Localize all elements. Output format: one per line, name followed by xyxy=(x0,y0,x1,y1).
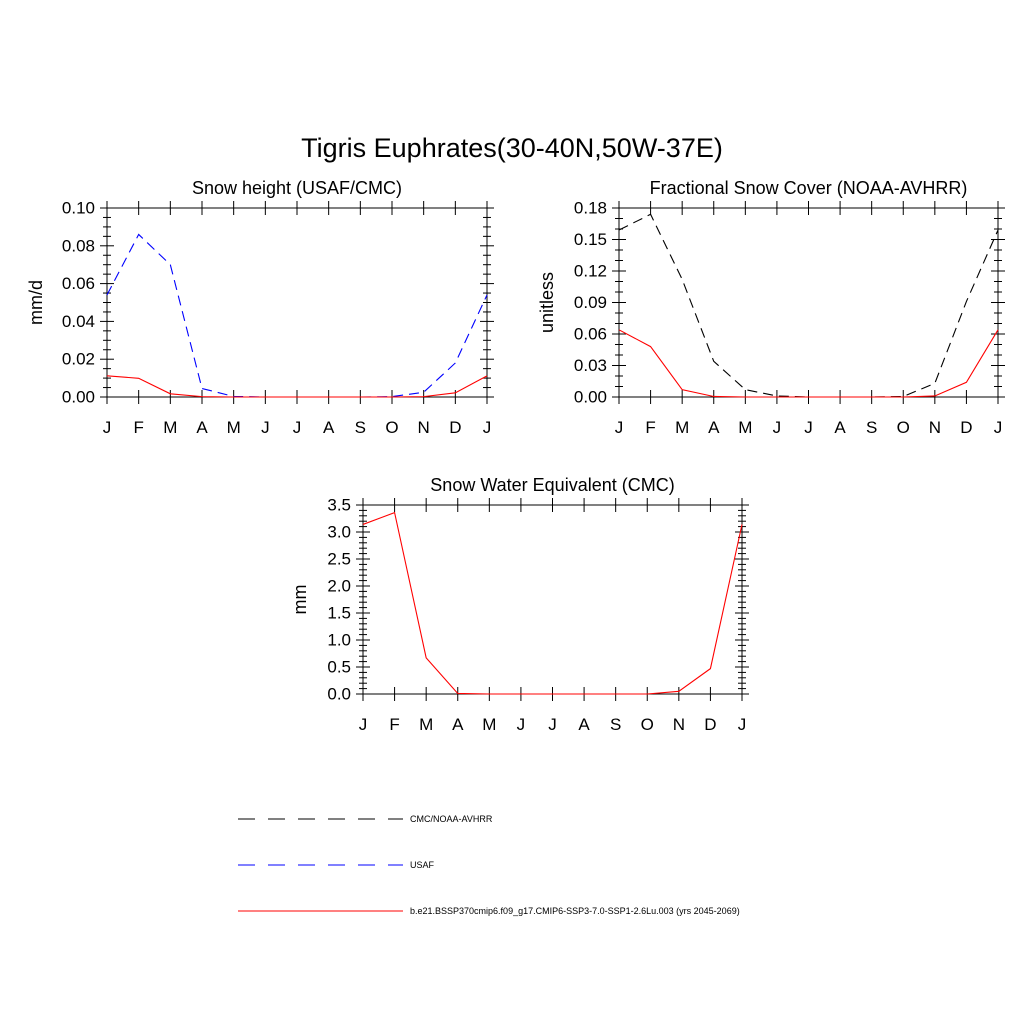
series-line-usaf xyxy=(106,233,488,398)
plot-frame xyxy=(362,504,743,695)
x-tick-label: J xyxy=(738,715,747,734)
x-tick-label: J xyxy=(261,418,270,437)
chart-panel-2: Fractional Snow Cover (NOAA-AVHRR) unitle… xyxy=(537,178,1005,437)
x-tick-label: A xyxy=(578,715,590,734)
x-tick-label: A xyxy=(196,418,208,437)
y-tick-label: 1.5 xyxy=(327,604,351,623)
x-tick-label: M xyxy=(482,715,496,734)
series-line-b xyxy=(106,375,488,398)
y-tick-label: 0.06 xyxy=(574,325,607,344)
x-tick-label: D xyxy=(449,418,461,437)
x-tick-label: M xyxy=(163,418,177,437)
x-tick-label: M xyxy=(675,418,689,437)
figure-title: Tigris Euphrates(30-40N,50W-37E) xyxy=(301,133,723,163)
series-line-b xyxy=(618,329,999,398)
y-tick-label: 0.03 xyxy=(574,356,607,375)
y-axis-label: mm xyxy=(290,585,310,615)
y-tick-label: 3.0 xyxy=(327,523,351,542)
y-tick-label: 3.5 xyxy=(327,496,351,515)
chart-panel-3: Snow Water Equivalent (CMC) mm 0.0 0.5 1.0 1.… xyxy=(290,475,749,734)
plot-frame xyxy=(618,207,999,398)
x-tick-label: N xyxy=(673,715,685,734)
series-line-cmc/noaa-avhrr xyxy=(618,213,999,398)
y-tick-label: 0.5 xyxy=(327,658,351,677)
y-axis-label: unitless xyxy=(537,272,557,333)
y-tick-label: 0.06 xyxy=(62,274,95,293)
x-tick-label: J xyxy=(293,418,302,437)
x-tick-label: M xyxy=(738,418,752,437)
y-tick-label: 1.0 xyxy=(327,631,351,650)
x-tick-label: J xyxy=(517,715,526,734)
plot-frame xyxy=(106,207,488,398)
y-tick-label: 0.09 xyxy=(574,293,607,312)
y-tick-label: 0.15 xyxy=(574,230,607,249)
y-tick-label: 0.12 xyxy=(574,262,607,281)
y-tick-label: 0.08 xyxy=(62,236,95,255)
x-tick-label: M xyxy=(419,715,433,734)
chart-panel-1: Snow height (USAF/CMC) mm/d 0.00 0.02 0.04 0.… xyxy=(26,178,494,437)
y-tick-label: 2.5 xyxy=(327,550,351,569)
x-tick-label: J xyxy=(548,715,557,734)
series-line-b xyxy=(362,511,743,695)
x-tick-label: F xyxy=(133,418,143,437)
y-tick-label: 0.0 xyxy=(327,685,351,704)
x-tick-label: J xyxy=(804,418,813,437)
legend-label: USAF xyxy=(410,860,435,870)
x-tick-label: F xyxy=(645,418,655,437)
x-tick-label: S xyxy=(866,418,877,437)
x-tick-label: S xyxy=(610,715,621,734)
y-tick-label: 0.00 xyxy=(62,388,95,407)
x-tick-label: J xyxy=(103,418,112,437)
y-axis-label: mm/d xyxy=(26,280,46,325)
x-tick-label: J xyxy=(994,418,1003,437)
legend-label: CMC/NOAA-AVHRR xyxy=(410,814,493,824)
y-tick-label: 0.00 xyxy=(574,388,607,407)
x-tick-label: N xyxy=(929,418,941,437)
x-tick-label: F xyxy=(389,715,399,734)
panel-title: Snow Water Equivalent (CMC) xyxy=(430,475,674,495)
x-tick-label: J xyxy=(359,715,368,734)
panel-title: Snow height (USAF/CMC) xyxy=(192,178,402,198)
legend: CMC/NOAA-AVHRR USAF b.e21.BSSP370cmip6.f09… xyxy=(238,814,740,916)
x-tick-label: S xyxy=(355,418,366,437)
chart-panels: Snow height (USAF/CMC) mm/d 0.00 0.02 0.04 0.… xyxy=(26,178,1005,734)
y-tick-label: 0.02 xyxy=(62,350,95,369)
x-tick-label: J xyxy=(483,418,492,437)
x-tick-label: A xyxy=(834,418,846,437)
x-tick-label: A xyxy=(708,418,720,437)
x-tick-label: M xyxy=(227,418,241,437)
x-tick-label: D xyxy=(704,715,716,734)
panel-title: Fractional Snow Cover (NOAA-AVHRR) xyxy=(650,178,968,198)
legend-item: USAF xyxy=(238,860,435,870)
x-tick-label: A xyxy=(323,418,335,437)
x-tick-label: O xyxy=(641,715,654,734)
y-tick-label: 0.18 xyxy=(574,199,607,218)
legend-item: CMC/NOAA-AVHRR xyxy=(238,814,493,824)
legend-label: b.e21.BSSP370cmip6.f09_g17.CMIP6-SSP3-7.… xyxy=(410,906,740,916)
y-tick-label: 0.10 xyxy=(62,199,95,218)
x-tick-label: J xyxy=(773,418,782,437)
x-tick-label: N xyxy=(418,418,430,437)
x-tick-label: D xyxy=(960,418,972,437)
legend-item: b.e21.BSSP370cmip6.f09_g17.CMIP6-SSP3-7.… xyxy=(238,906,740,916)
y-tick-label: 2.0 xyxy=(327,577,351,596)
x-tick-label: O xyxy=(385,418,398,437)
x-tick-label: O xyxy=(897,418,910,437)
y-tick-label: 0.04 xyxy=(62,312,95,331)
x-tick-label: J xyxy=(615,418,624,437)
x-tick-label: A xyxy=(452,715,464,734)
